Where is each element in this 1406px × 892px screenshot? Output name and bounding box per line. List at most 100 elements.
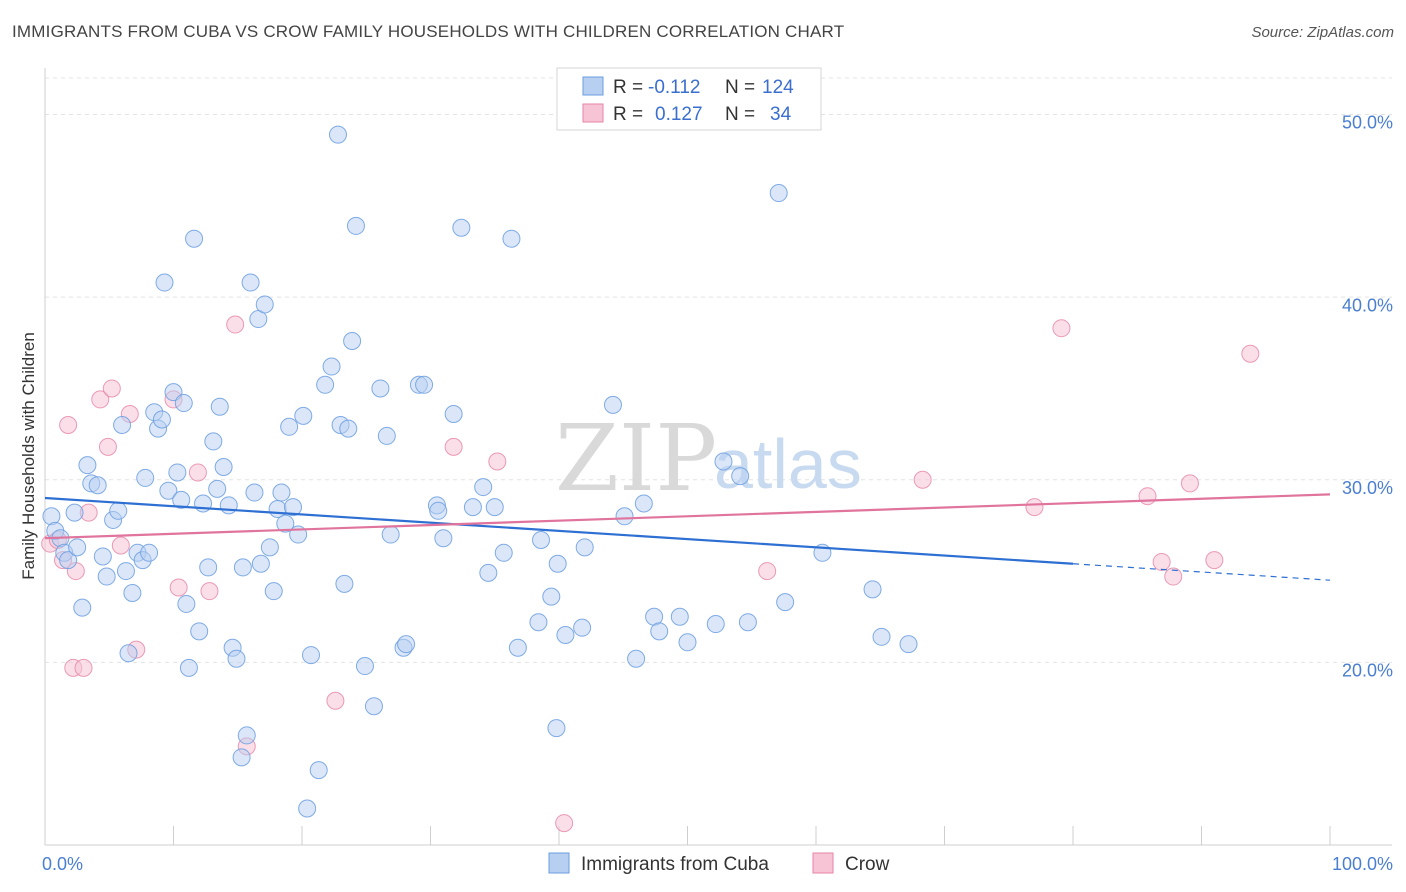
crow-point (444, 437, 463, 456)
bottom-swatch-crow (812, 852, 834, 874)
cuba-point (731, 467, 750, 486)
crow-point (1241, 344, 1260, 363)
crow-point (488, 452, 507, 471)
crow-point (1052, 319, 1071, 338)
cuba-point (316, 375, 335, 394)
cuba-point (59, 551, 78, 570)
cuba-point (140, 543, 159, 562)
cuba-point (298, 799, 317, 818)
cuba-trend-line (44, 496, 1074, 565)
cuba-point (364, 697, 383, 716)
chart-source: Source: ZipAtlas.com (1251, 24, 1394, 41)
crow-trend-line (44, 493, 1331, 540)
watermark: ZIP atlas (555, 405, 862, 512)
y-axis-label: Family Households with Children (19, 332, 38, 580)
cuba-point (272, 483, 291, 502)
cuba-point (190, 622, 209, 641)
trend-lines (44, 493, 1331, 581)
cuba-point (573, 618, 592, 637)
cuba-point (474, 478, 493, 497)
bottom-legend-cuba: Immigrants from Cuba (581, 854, 769, 875)
cuba-point (65, 503, 84, 522)
cuba-point (494, 543, 513, 562)
chart-title: IMMIGRANTS FROM CUBA VS CROW FAMILY HOUS… (12, 22, 845, 41)
crow-point (169, 578, 188, 597)
cuba-point (434, 529, 453, 548)
cuba-point (136, 468, 155, 487)
bottom-legend-crow: Crow (845, 854, 890, 875)
crow-point (1025, 498, 1044, 517)
crow-point (913, 470, 932, 489)
cuba-point (284, 498, 303, 517)
cuba-point (899, 635, 918, 654)
cuba-point (210, 397, 229, 416)
legend-r-value-1: -0.112 (648, 77, 700, 98)
cuba-point (706, 615, 725, 634)
cuba-point (93, 547, 112, 566)
x-tick-label-max: 100.0% (1332, 854, 1393, 874)
bottom-swatch-cuba (548, 852, 570, 874)
cuba-point (294, 406, 313, 425)
cuba-point (155, 273, 174, 292)
cuba-point (68, 538, 87, 557)
cuba-point (227, 649, 246, 668)
cuba-point (346, 216, 365, 235)
cuba-point (371, 379, 390, 398)
cuba-point (172, 490, 191, 509)
cuba-point (168, 463, 187, 482)
watermark-zip: ZIP (555, 405, 717, 512)
cuba-point (78, 456, 97, 475)
cuba-point (276, 514, 295, 533)
cuba-point (556, 625, 575, 644)
series-legend: Immigrants from Cuba Crow (548, 852, 890, 875)
crow-point (226, 315, 245, 334)
crow-point (59, 415, 78, 434)
legend-n-value-2: 34 (770, 104, 792, 125)
crow-point (111, 536, 130, 555)
cuba-point (463, 498, 482, 517)
x-tick-label-min: 0.0% (42, 854, 83, 874)
cuba-point (485, 498, 504, 517)
cuba-point (208, 479, 227, 498)
cuba-point (650, 622, 669, 641)
cuba-point (164, 383, 183, 402)
y-tick-label: 40.0% (1342, 295, 1393, 315)
y-tick-label: 30.0% (1342, 478, 1393, 498)
legend-r-label-2: R = (613, 104, 643, 125)
cuba-point (152, 410, 171, 429)
cuba-point (769, 184, 788, 203)
cuba-point (575, 538, 594, 557)
cuba-point (529, 613, 548, 632)
cuba-point (863, 580, 882, 599)
x-tick-labels: 0.0% 100.0% (42, 854, 1393, 874)
y-tick-label: 20.0% (1342, 661, 1393, 681)
cuba-point (214, 457, 233, 476)
y-tick-label: 50.0% (1342, 113, 1393, 133)
cuba-point (237, 726, 256, 745)
cuba-point (322, 357, 341, 376)
cuba-point (113, 415, 132, 434)
cuba-point (185, 229, 204, 248)
cuba-point (508, 638, 527, 657)
cuba-point (179, 658, 198, 677)
cuba-point (232, 748, 251, 767)
cuba-point (397, 635, 416, 654)
crow-points (41, 315, 1260, 833)
crow-point (1205, 551, 1224, 570)
cuba-point (241, 273, 260, 292)
cuba-point (738, 613, 757, 632)
cuba-point (174, 394, 193, 413)
crow-point (200, 582, 219, 601)
legend-n-value-1: 124 (762, 77, 794, 98)
cuba-point (670, 607, 689, 626)
crow-point (1152, 552, 1171, 571)
cuba-point (444, 405, 463, 424)
cuba-point (627, 649, 646, 668)
cuba-point (204, 432, 223, 451)
cuba-point (159, 481, 178, 500)
cuba-point (502, 229, 521, 248)
cuba-point (615, 507, 634, 526)
cuba-point (381, 525, 400, 544)
cuba-point (109, 501, 128, 520)
